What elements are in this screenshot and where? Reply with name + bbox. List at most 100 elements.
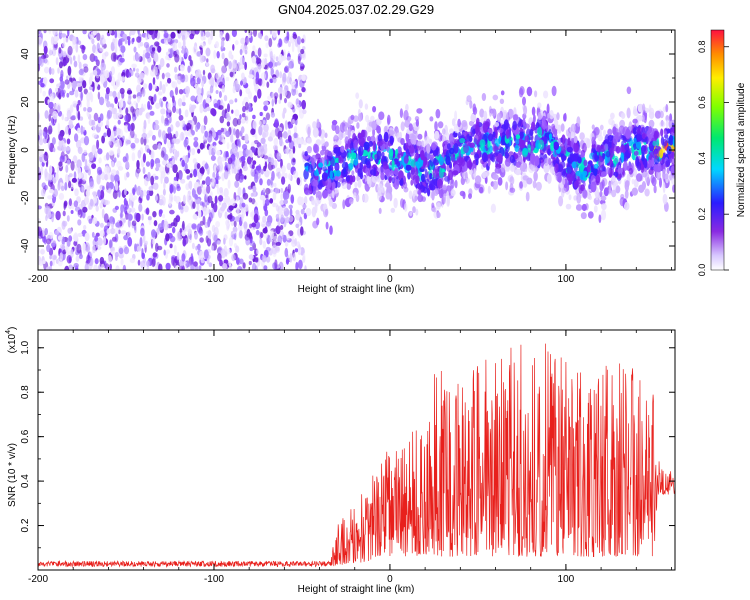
spectrogram-noise-cell	[131, 220, 137, 227]
spectrogram-noise-cell	[127, 213, 133, 221]
spectrogram-noise-cell	[206, 106, 211, 112]
spectrogram-noise-cell	[254, 173, 259, 183]
spectrogram-noise-cell	[70, 210, 74, 214]
spectrogram-noise-cell	[116, 30, 122, 36]
spectrogram-noise-cell	[245, 149, 251, 155]
spectrogram-noise-cell	[132, 188, 136, 196]
spectrogram-noise-cell	[237, 150, 243, 158]
spectrogram-ridge-cell	[312, 127, 319, 138]
spectrogram-noise-cell	[55, 57, 59, 66]
spectrogram-noise-cell	[207, 195, 213, 204]
spectrogram-noise-cell	[239, 114, 242, 120]
spectrogram-ridge-cell	[563, 112, 567, 122]
spectrogram-noise-cell	[280, 214, 285, 223]
spectrogram-ridge-cell	[405, 103, 409, 112]
spectrogram-noise-cell	[294, 238, 298, 246]
spectrogram-noise-cell	[91, 144, 97, 155]
spectrogram-noise-cell	[127, 123, 131, 132]
spectrogram-ridge-cell	[503, 119, 509, 130]
spectrogram-noise-cell	[236, 61, 241, 72]
spectrogram-noise-cell	[235, 245, 240, 253]
spectrogram-ridge-cell	[439, 189, 444, 199]
spectrogram-ridge-cell	[522, 118, 526, 127]
spectrogram-ridge-cell	[315, 197, 320, 207]
spectrogram-noise-cell	[65, 164, 69, 173]
spectrogram-noise-cell	[287, 135, 292, 143]
spectrogram-noise-cell	[48, 48, 53, 57]
spectrogram-ridge-cell	[364, 103, 369, 110]
spectrogram-ridge-cell	[304, 196, 308, 205]
spectrogram-noise-cell	[91, 163, 97, 170]
spectrogram-ridge-cell	[600, 195, 607, 201]
spectrogram-ridge-cell	[648, 119, 655, 128]
spectrogram-noise-cell	[67, 30, 70, 37]
spectrogram-noise-cell	[61, 113, 64, 121]
spectrogram-noise-cell	[279, 92, 283, 101]
spectrogram-noise-cell	[239, 89, 243, 97]
spectrogram-noise-cell	[211, 177, 215, 186]
spectrogram-noise-cell	[174, 150, 178, 161]
spectrogram-noise-cell	[214, 195, 218, 205]
spectrogram-noise-cell	[173, 186, 176, 194]
spectrogram-noise-cell	[48, 266, 53, 270]
spectrogram-ridge-cell	[341, 182, 348, 190]
spectrogram-noise-cell	[76, 243, 82, 254]
spectrogram-ridge-cell	[671, 177, 675, 185]
spectrogram-noise-cell	[81, 152, 86, 163]
spectrogram-noise-cell	[77, 146, 83, 155]
spectrogram-ridge-cell	[329, 170, 333, 180]
spectrogram-ridge-cell	[327, 177, 332, 189]
spectrogram-noise-cell	[154, 30, 158, 34]
spectrogram-noise-cell	[284, 120, 288, 130]
spectrogram-noise-cell	[162, 214, 166, 219]
spectrogram-noise-cell	[183, 205, 189, 213]
spectrogram-ridge-cell	[337, 139, 342, 146]
bottom-y-axis-ticks: 0.20.40.60.81.0	[20, 340, 675, 549]
spectrogram-ridge-cell	[351, 152, 357, 160]
spectrogram-ridge-cell	[318, 162, 324, 168]
spectrogram-ridge-cell	[524, 163, 528, 173]
spectrogram-noise-cell	[83, 135, 90, 146]
spectrogram-noise-cell	[135, 212, 141, 223]
spectrogram-noise-cell	[151, 134, 156, 141]
spectrogram-noise-cell	[230, 198, 236, 207]
spectrogram-noise-cell	[142, 53, 145, 61]
spectrogram-noise-cell	[250, 141, 255, 147]
spectrogram-noise-cell	[74, 188, 79, 197]
spectrogram-noise-cell	[131, 63, 137, 69]
x-tick-label: -200	[28, 574, 48, 585]
spectrogram-noise-cell	[49, 78, 55, 84]
spectrogram-noise-cell	[260, 232, 264, 239]
spectrogram-noise-cell	[99, 96, 105, 106]
spectrogram-noise-cell	[193, 261, 198, 267]
spectrogram-ridge-cell	[370, 115, 375, 122]
spectrogram-noise-cell	[158, 91, 163, 96]
spectrogram-ridge-cell	[371, 175, 378, 183]
spectrogram-ridge-cell	[570, 123, 577, 133]
spectrogram-noise-cell	[201, 186, 207, 195]
spectrogram-noise-cell	[139, 41, 144, 47]
spectrogram-ridge-cell	[656, 169, 661, 181]
spectrogram-noise-cell	[154, 175, 159, 180]
spectrogram-noise-cell	[205, 31, 211, 38]
spectrogram-ridge-cell	[358, 113, 363, 122]
spectrogram-noise-cell	[284, 97, 287, 104]
spectrogram-ridge-cell	[650, 174, 655, 184]
spectrogram-noise-cell	[118, 247, 124, 255]
spectrogram-ridge-cell	[523, 105, 528, 116]
spectrogram-noise-cell	[108, 140, 112, 146]
spectrogram-ridge-cell	[475, 121, 480, 131]
spectrogram-noise-cell	[297, 228, 301, 236]
spectrogram-noise-cell	[220, 206, 226, 212]
spectrogram-noise-cell	[132, 67, 136, 72]
spectrogram-ridge-cell	[494, 167, 501, 174]
spectrogram-noise-cell	[182, 220, 185, 231]
y-multiplier-base: (x10	[7, 333, 18, 353]
spectrogram-noise-cell	[244, 49, 248, 55]
spectrogram-ridge-cell	[483, 110, 488, 122]
spectrogram-noise-cell	[115, 222, 121, 228]
spectrogram-noise-cell	[47, 140, 51, 150]
spectrogram-noise-cell	[169, 209, 175, 215]
spectrogram-noise-cell	[179, 64, 185, 72]
spectrogram-noise-cell	[259, 111, 263, 117]
